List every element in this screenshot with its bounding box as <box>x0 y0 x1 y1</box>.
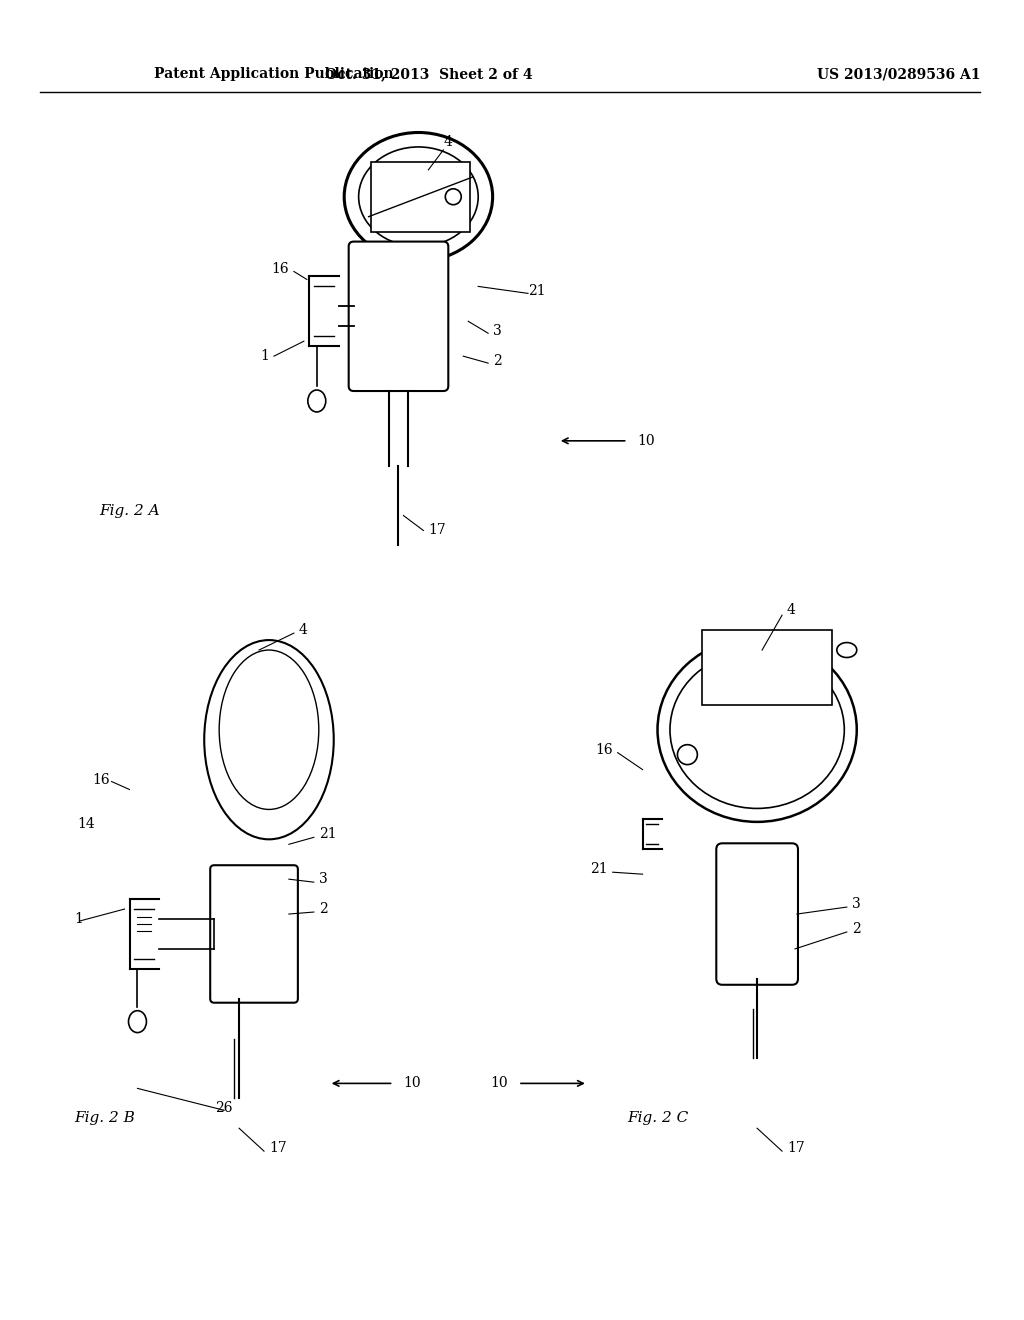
Text: 2: 2 <box>494 354 502 368</box>
Text: 21: 21 <box>590 862 607 876</box>
Text: 4: 4 <box>299 623 308 638</box>
Text: 10: 10 <box>490 1076 508 1090</box>
Text: 17: 17 <box>428 524 446 537</box>
Text: 3: 3 <box>318 873 328 886</box>
Text: 10: 10 <box>638 434 655 447</box>
Text: 2: 2 <box>852 921 860 936</box>
Text: 14: 14 <box>77 817 94 832</box>
Text: 26: 26 <box>215 1101 232 1115</box>
Text: US 2013/0289536 A1: US 2013/0289536 A1 <box>817 67 980 82</box>
Text: 3: 3 <box>494 325 502 338</box>
Text: 1: 1 <box>75 912 84 927</box>
FancyBboxPatch shape <box>210 865 298 1003</box>
Text: Fig. 2 B: Fig. 2 B <box>75 1111 135 1125</box>
Text: 17: 17 <box>269 1142 287 1155</box>
Text: 1: 1 <box>260 350 269 363</box>
Text: 3: 3 <box>852 898 860 911</box>
Text: 21: 21 <box>528 284 546 298</box>
Text: 16: 16 <box>595 743 612 756</box>
Text: 10: 10 <box>403 1076 421 1090</box>
Text: 21: 21 <box>318 828 337 841</box>
Text: Patent Application Publication: Patent Application Publication <box>155 67 394 82</box>
Text: Fig. 2 C: Fig. 2 C <box>628 1111 689 1125</box>
Text: 16: 16 <box>271 263 289 276</box>
FancyBboxPatch shape <box>717 843 798 985</box>
Bar <box>702 630 831 705</box>
Text: 2: 2 <box>318 902 328 916</box>
Bar <box>371 162 470 231</box>
Text: Fig. 2 A: Fig. 2 A <box>99 503 160 517</box>
FancyBboxPatch shape <box>349 242 449 391</box>
Text: 4: 4 <box>787 603 796 618</box>
Text: 17: 17 <box>787 1142 805 1155</box>
Text: Oct. 31, 2013  Sheet 2 of 4: Oct. 31, 2013 Sheet 2 of 4 <box>325 67 532 82</box>
Text: 16: 16 <box>92 772 110 787</box>
Text: 4: 4 <box>443 135 453 149</box>
